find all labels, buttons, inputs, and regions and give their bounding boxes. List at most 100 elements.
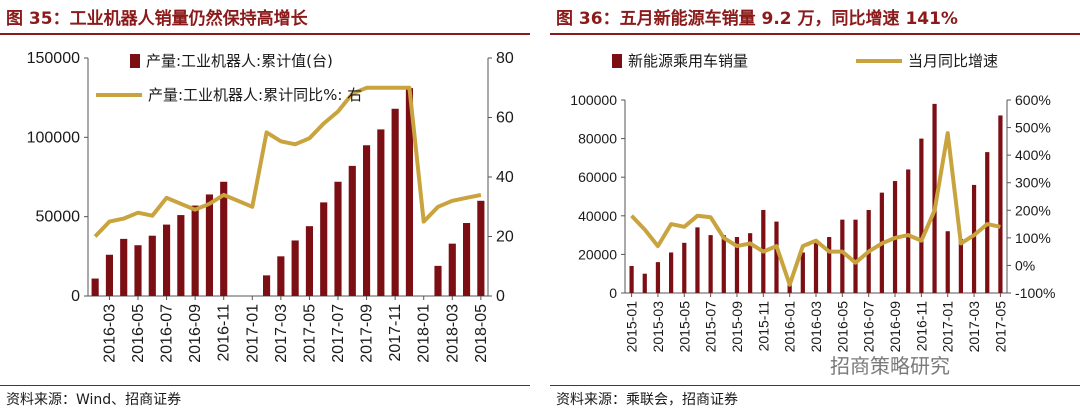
x-tick-label: 2015-05: [676, 301, 692, 353]
bar: [348, 165, 356, 296]
bar: [734, 237, 740, 293]
y-right-tick-label: 600%: [1015, 92, 1051, 108]
legend-label: 当月同比增速: [908, 52, 998, 70]
y-left-tick-label: 50000: [36, 209, 81, 226]
bar: [748, 233, 753, 293]
x-tick-label: 2017-05: [301, 304, 318, 363]
x-tick-label: 2016-07: [861, 301, 877, 353]
x-tick-label: 2017-03: [273, 304, 290, 363]
bar: [919, 138, 924, 293]
bar: [813, 240, 819, 293]
x-tick-label: 2016-03: [808, 301, 824, 353]
y-right-tick-label: 400%: [1015, 147, 1051, 163]
x-tick-label: 2017-03: [966, 301, 982, 353]
y-right-tick-label: 60: [496, 110, 514, 127]
y-right-tick-label: 40: [496, 169, 514, 186]
y-left-tick-label: 0: [609, 285, 617, 301]
bar: [148, 235, 156, 296]
legend-label: 新能源乘用车销量: [628, 52, 748, 70]
bar: [827, 237, 832, 293]
bar: [800, 252, 805, 293]
growth-line: [93, 85, 482, 238]
title-rule: [550, 33, 1080, 35]
growth-line: [630, 131, 1001, 287]
figure-title: 图 36：五月新能源车销量 9.2 万，同比增速 141%: [556, 9, 958, 29]
bar: [277, 256, 285, 296]
x-tick-label: 2016-05: [130, 304, 147, 363]
bar: [629, 265, 634, 293]
bar: [642, 273, 647, 293]
bar: [363, 145, 371, 296]
x-tick-label: 2015-07: [703, 301, 719, 353]
x-tick-label: 2016-03: [101, 304, 118, 363]
y-right-tick-label: 300%: [1015, 175, 1051, 191]
bar: [840, 219, 845, 293]
source-rule: [0, 385, 530, 386]
bar: [945, 231, 950, 293]
bar: [163, 224, 171, 296]
legend-label: 产量:工业机器人:累计值(台): [146, 52, 333, 70]
x-tick-label: 2016-01: [782, 301, 798, 353]
legend-label: 产量:工业机器人:累计同比%: 右: [148, 86, 362, 104]
x-tick-label: 2016-09: [187, 304, 204, 363]
y-right-tick-label: 80: [496, 50, 514, 67]
legend-bar-swatch: [612, 54, 622, 68]
bar: [434, 265, 442, 296]
title-rule: [0, 33, 530, 35]
x-tick-label: 2018-03: [444, 304, 461, 363]
x-tick-label: 2017-01: [940, 301, 956, 353]
source-note: 资料来源：Wind、招商证券: [6, 392, 182, 408]
bar: [134, 245, 142, 296]
x-tick-label: 2015-01: [624, 301, 640, 353]
bar: [91, 278, 99, 296]
bar: [682, 242, 687, 293]
x-tick-label: 2017-09: [359, 304, 376, 363]
bar: [477, 200, 485, 296]
chart-robot-production: 0 50000 100000 150000 0 20 40 60 80 2016-03 2016-0…: [27, 50, 514, 363]
bar: [958, 238, 964, 293]
y-left-tick-label: 150000: [27, 50, 80, 67]
x-tick-label: 2017-07: [330, 304, 347, 363]
y-right-tick-label: -100%: [1015, 285, 1055, 301]
y-left-tick-label: 100000: [27, 129, 80, 146]
x-tick-label: 2016-11: [216, 304, 233, 362]
bar: [205, 194, 213, 296]
x-tick-label: 2017-05: [992, 301, 1008, 353]
x-tick-label: 2018-05: [473, 304, 490, 363]
x-tick-label: 2016-05: [834, 301, 850, 353]
y-left-tick-label: 60000: [578, 169, 617, 185]
x-tick-label: 2015-09: [729, 301, 745, 353]
bar: [774, 221, 779, 293]
y-right-tick-label: 100%: [1015, 230, 1051, 246]
bar: [120, 238, 128, 296]
bar: [906, 169, 911, 293]
figure-35: 图 35：工业机器人销量仍然保持高增长 0 50000 100000 150000 0 2…: [0, 0, 530, 412]
bar: [377, 129, 385, 296]
bar: [971, 184, 977, 293]
bar: [448, 243, 456, 296]
bar: [191, 205, 199, 296]
bar: [853, 219, 858, 293]
bar: [105, 254, 113, 296]
y-right-tick-label: 0: [496, 288, 505, 305]
y-left-tick-label: 40000: [578, 208, 617, 224]
bar: [695, 227, 700, 293]
x-tick-label: 2016-09: [887, 301, 903, 353]
y-left-tick-label: 80000: [578, 131, 617, 147]
y-left-tick-label: 0: [71, 288, 80, 305]
chart-nev-sales: 0 20000 40000 60000 80000 100000 -100% 0% 100% 20…: [570, 52, 1055, 353]
bar: [787, 283, 792, 293]
bar: [291, 240, 299, 296]
y-right-tick-label: 0%: [1015, 257, 1035, 273]
y-left-tick-label: 100000: [570, 92, 617, 108]
source-note: 资料来源：乘联会，招商证券: [556, 392, 738, 408]
figure-title: 图 35：工业机器人销量仍然保持高增长: [6, 9, 308, 29]
bar: [932, 103, 937, 293]
bar: [391, 108, 399, 296]
bar: [334, 181, 342, 296]
source-rule: [550, 385, 1080, 386]
bar: [405, 88, 413, 296]
x-tick-label: 2016-07: [159, 304, 176, 363]
bar: [263, 275, 271, 296]
y-left-tick-label: 20000: [578, 246, 617, 262]
